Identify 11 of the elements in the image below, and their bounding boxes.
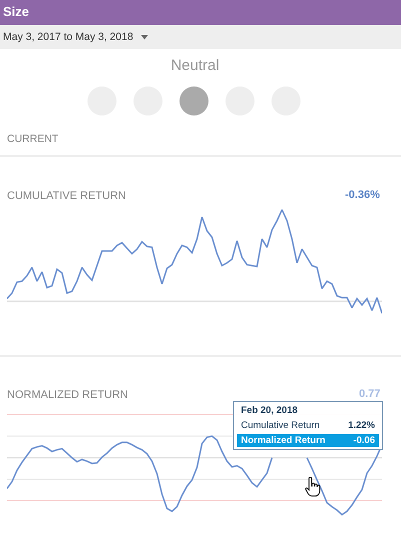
text: 0.77	[359, 388, 380, 400]
annotation: -0.06	[353, 435, 375, 446]
text: Size	[0, 0, 401, 25]
text: -0.36%	[345, 189, 380, 201]
tooltip-box: Feb 20, 2018 Cumulative Return 1.22% Normalized Return -0.06	[233, 401, 383, 450]
chart-title: CUMULATIVE RETURN	[7, 190, 126, 202]
text: CURRENT	[7, 133, 58, 145]
text: May 3, 2017 to May 3, 2018	[3, 31, 134, 43]
annotation: Normalized Return	[241, 435, 326, 446]
chart-title: NORMALIZED RETURN	[7, 388, 128, 401]
text: Neutral	[170, 57, 220, 74]
